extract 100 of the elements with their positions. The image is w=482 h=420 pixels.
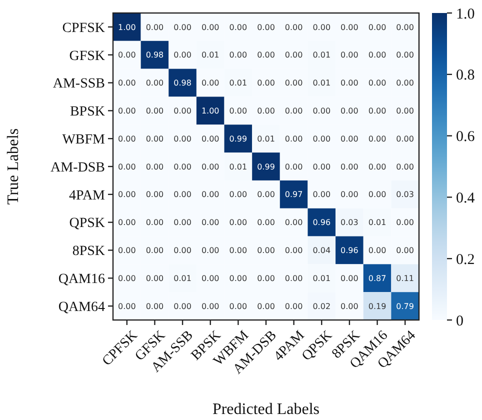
data-label: 0.99: [257, 162, 275, 172]
data-label: 0.98: [174, 78, 192, 88]
data-label: 0.00: [284, 302, 303, 311]
data-label: 0.00: [229, 190, 248, 200]
y-tick-label: QPSK: [69, 216, 105, 232]
data-label: 0.00: [146, 246, 164, 256]
data-label: 0.00: [257, 190, 275, 200]
data-label: 0.00: [174, 106, 192, 116]
data-label: 0.00: [284, 106, 303, 116]
data-label: 0.00: [312, 134, 331, 144]
color-bar-label: 0.6: [456, 129, 476, 146]
data-label: 0.00: [368, 78, 386, 88]
data-label: 0.19: [368, 302, 386, 311]
data-label: 0.00: [368, 190, 386, 200]
data-label: 0.00: [368, 134, 386, 144]
data-label: 0.00: [284, 218, 303, 228]
data-label: 0.04: [312, 246, 331, 256]
data-label: 0.00: [174, 246, 192, 256]
data-label: 0.00: [118, 134, 136, 144]
data-label: 0.00: [396, 134, 414, 144]
y-tick-label: QAM64: [58, 300, 105, 315]
data-label: 0.00: [396, 246, 414, 256]
data-label: 0.00: [396, 106, 414, 116]
data-label: 0.00: [257, 274, 275, 283]
data-label: 0.01: [229, 162, 248, 172]
data-label: 0.00: [284, 78, 303, 88]
data-label: 0.11: [396, 274, 414, 283]
data-label: 0.01: [174, 274, 192, 283]
data-label: 0.00: [174, 22, 192, 32]
data-label: 0.97: [284, 190, 303, 200]
data-label: 0.01: [229, 78, 248, 88]
data-label: 0.00: [340, 22, 358, 32]
data-label: 0.00: [229, 22, 248, 32]
data-label: 0.00: [118, 162, 136, 172]
data-label: 0.00: [146, 302, 164, 311]
data-label: 0.00: [201, 302, 220, 311]
data-label: 0.00: [229, 246, 248, 256]
data-label: 0.00: [118, 190, 136, 200]
data-label: 0.00: [118, 78, 136, 88]
y-tick-label: GFSK: [69, 48, 105, 64]
data-label: 0.00: [257, 22, 275, 32]
data-label: 0.00: [118, 274, 136, 283]
data-label: 0.00: [146, 106, 164, 116]
data-label: 0.00: [174, 218, 192, 228]
data-label: 0.00: [118, 246, 136, 256]
data-label: 0.00: [312, 190, 331, 200]
data-label: 0.00: [118, 106, 136, 116]
data-label: 0.00: [146, 22, 164, 32]
data-label: 0.00: [340, 190, 358, 200]
data-label: 0.00: [396, 50, 414, 60]
data-label: 0.00: [257, 218, 275, 228]
data-label: 0.00: [312, 106, 331, 116]
data-label: 0.00: [201, 162, 220, 172]
data-label: 0.00: [368, 162, 386, 172]
data-label: 0.00: [146, 190, 164, 200]
data-label: 0.00: [118, 218, 136, 228]
color-bar-label: 0.8: [456, 68, 475, 84]
data-label: 0.79: [396, 302, 414, 311]
data-label: 0.00: [229, 50, 248, 60]
data-label: 0.00: [257, 246, 275, 256]
data-label: 0.00: [312, 162, 331, 172]
data-label: 0.00: [284, 22, 303, 32]
data-label: 0.01: [312, 78, 331, 88]
data-label: 0.00: [174, 134, 192, 144]
data-label: 0.00: [368, 106, 386, 116]
data-label: 0.00: [201, 22, 220, 32]
data-label: 0.00: [284, 134, 303, 144]
data-label: 0.00: [118, 50, 136, 60]
data-label: 0.98: [146, 50, 164, 60]
data-label: 0.00: [396, 162, 414, 172]
data-label: 0.01: [201, 50, 220, 60]
data-label: 0.00: [284, 274, 303, 283]
data-label: 0.00: [257, 106, 275, 116]
data-label: 0.00: [368, 246, 386, 256]
data-label: 0.01: [368, 218, 386, 228]
data-label: 0.00: [229, 274, 248, 283]
data-label: 0.03: [396, 190, 414, 200]
data-label: 0.00: [284, 162, 303, 172]
data-label: 0.00: [201, 134, 220, 144]
data-label: 0.00: [146, 134, 164, 144]
data-label: 0.00: [396, 78, 414, 88]
data-label: 0.00: [201, 246, 220, 256]
data-label: 1.00: [118, 22, 136, 32]
data-label: 1.00: [201, 106, 220, 116]
y-tick-label: 4PAM: [68, 188, 106, 204]
data-label: 0.87: [368, 274, 386, 283]
data-label: 0.00: [146, 274, 164, 283]
y-tick-label: QAM16: [58, 272, 105, 288]
data-label: 0.03: [340, 218, 358, 228]
data-label: 0.96: [340, 246, 358, 256]
data-label: 0.00: [174, 50, 192, 60]
data-label: 0.00: [312, 22, 331, 32]
data-label: 0.99: [229, 134, 248, 144]
data-label: 0.00: [368, 50, 386, 60]
y-tick-label: 8PSK: [72, 244, 105, 260]
data-label: 0.00: [174, 302, 192, 311]
data-label: 0.00: [257, 50, 275, 60]
data-label: 0.00: [229, 302, 248, 311]
data-label: 0.00: [118, 302, 136, 311]
color-bar-label: 0: [456, 313, 464, 330]
